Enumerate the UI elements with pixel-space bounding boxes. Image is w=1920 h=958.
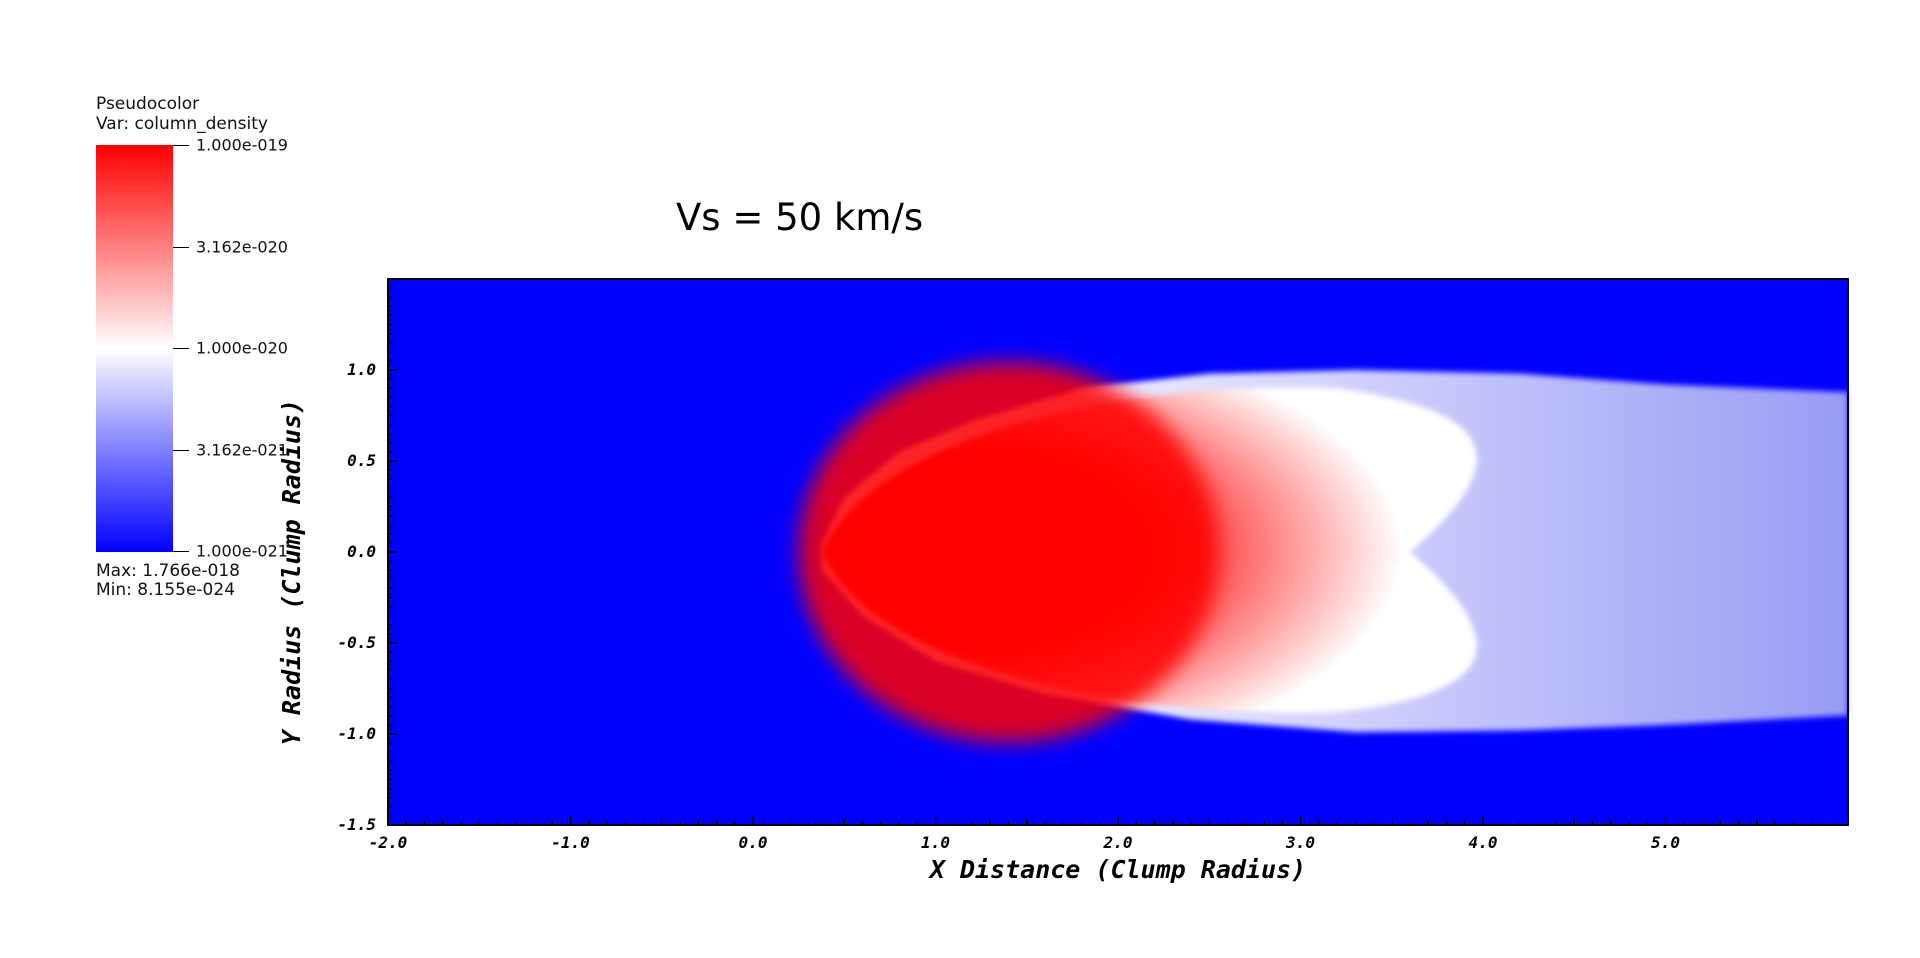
colorbar-tick-label: 1.000e-021: [196, 541, 288, 561]
colorbar-tick-label: 3.162e-021: [196, 440, 288, 460]
y-tick-label: 1.0: [347, 360, 376, 379]
x-tick-label: 5.0: [1651, 833, 1680, 852]
legend-min: Min: 8.155e-024: [96, 580, 236, 600]
y-tick-label: 0.0: [347, 542, 376, 561]
colorbar-tick-label: 1.000e-019: [196, 135, 288, 155]
y-tick-label: -1.0: [337, 724, 376, 743]
colorbar-tick: [173, 551, 189, 552]
colorbar-tick: [173, 145, 189, 146]
colorbar-tick-label: 3.162e-020: [196, 237, 288, 257]
colorbar-tick: [173, 348, 189, 349]
y-tick-label: -1.5: [337, 815, 376, 834]
colorbar: [96, 145, 173, 552]
legend-variable: Var: column_density: [96, 114, 268, 134]
y-tick-label: -0.5: [337, 633, 376, 652]
x-tick-label: 3.0: [1285, 833, 1315, 852]
x-tick-label: 2.0: [1103, 833, 1133, 852]
legend-max: Max: 1.766e-018: [96, 561, 240, 581]
x-tick-label: 4.0: [1469, 833, 1498, 852]
y-tick-label: 0.5: [347, 451, 376, 470]
x-tick-label: -1.0: [551, 833, 590, 852]
x-tick-label: 0.0: [739, 833, 768, 852]
x-axis-label: X Distance (Clump Radius): [928, 855, 1306, 884]
colorbar-tick-label: 1.000e-020: [196, 338, 288, 358]
colorbar-tick: [173, 450, 189, 451]
colorbar-legend: Pseudocolor Var: column_density 1.000e-0…: [96, 94, 356, 614]
colorbar-tick: [173, 247, 189, 248]
clump-core-peak: [798, 362, 1219, 742]
x-tick-label: 1.0: [921, 833, 950, 852]
plot-title: Vs = 50 km/s: [676, 196, 924, 239]
x-tick-label: -2.0: [369, 833, 408, 852]
legend-title: Pseudocolor: [96, 94, 200, 114]
y-axis-label: Y Radius (Clump Radius): [277, 399, 306, 745]
